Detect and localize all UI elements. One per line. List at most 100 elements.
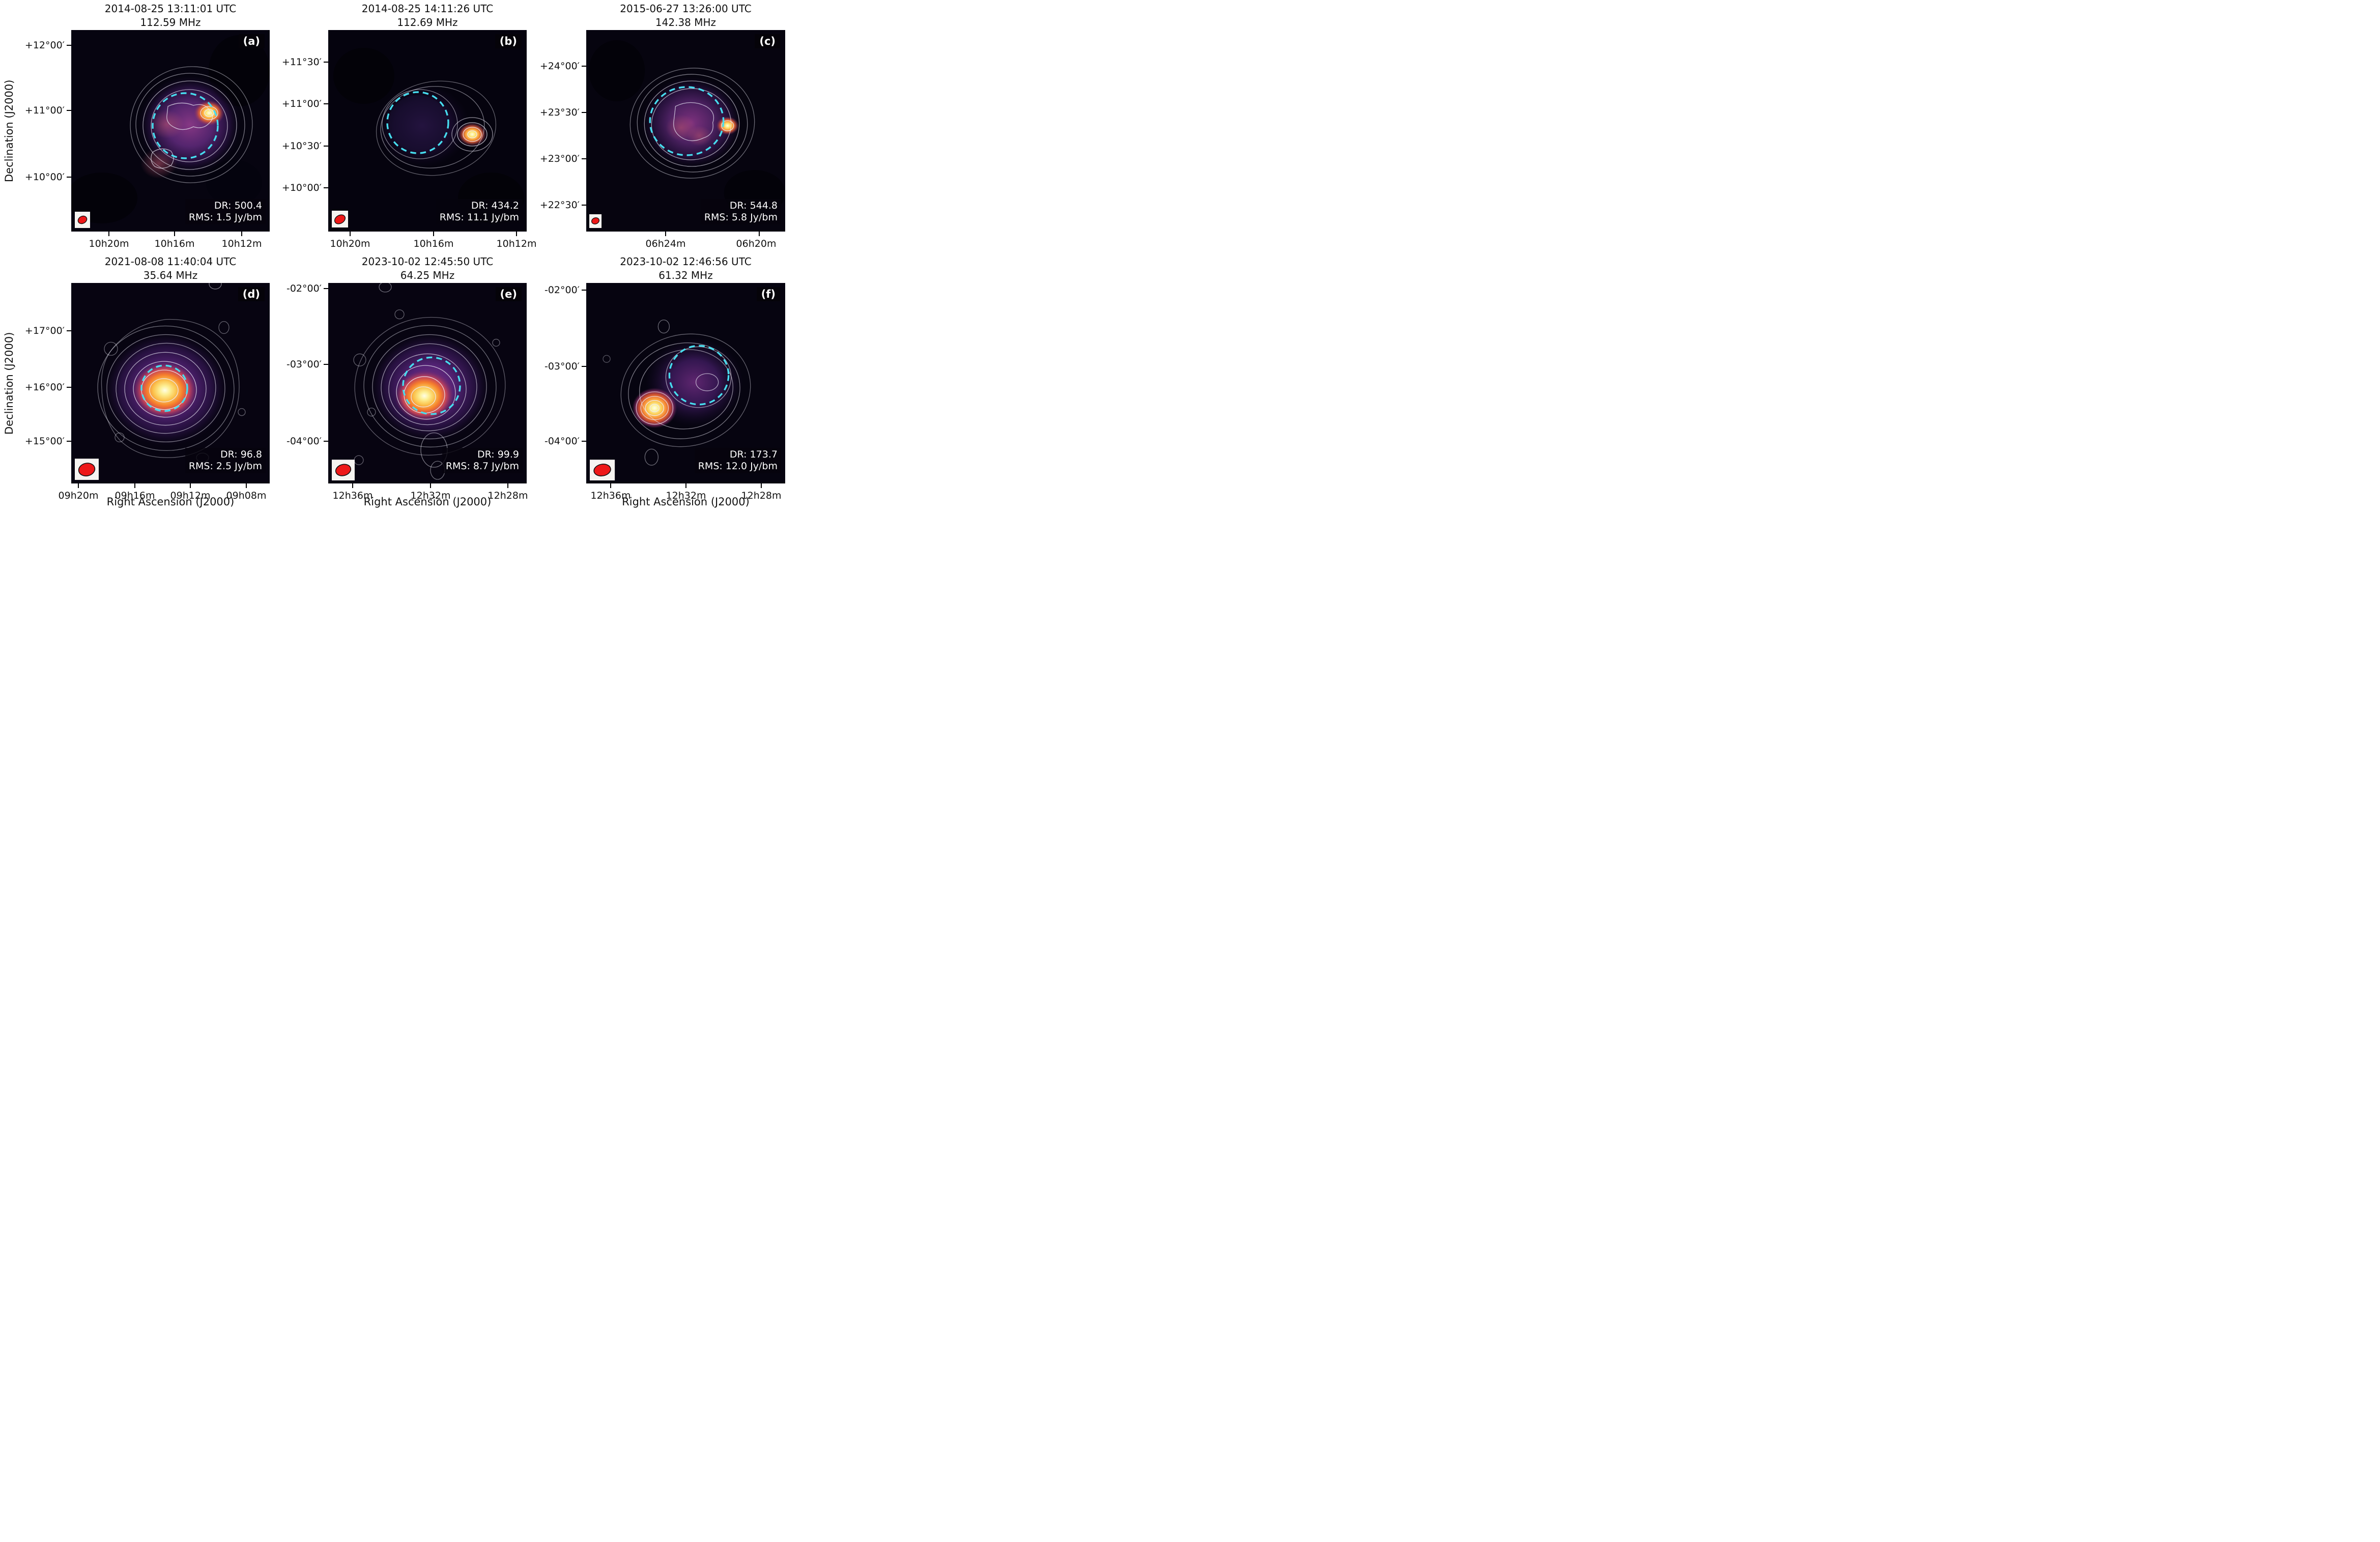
- xtickmark: [610, 483, 611, 488]
- emission-blobs: [632, 337, 743, 429]
- xtick-b-2: 10h12m: [496, 238, 537, 249]
- xtick-d-1: 09h16m: [114, 490, 155, 501]
- ytickmark: [324, 187, 328, 188]
- emission-blobs: [376, 84, 486, 167]
- dashed-aperture-circle: [140, 364, 188, 412]
- panel-c-title-datetime: 2015-06-27 13:26:00 UTC: [620, 3, 752, 15]
- panel-e-letter: (e): [495, 287, 522, 301]
- ytickmark: [582, 112, 586, 113]
- ylabel-row1: Declination (J2000): [3, 79, 15, 182]
- xtick-e-1: 12h32m: [410, 490, 451, 501]
- panel-d-stats: DR: 96.8 RMS: 2.5 Jy/bm: [185, 448, 266, 473]
- panel-a: (a) DR: 500.4 RMS: 1.5 Jy/bm: [71, 30, 270, 232]
- ytickmark: [582, 290, 586, 291]
- panel-f-dr: DR: 173.7: [729, 449, 778, 460]
- contours: [376, 80, 497, 176]
- ytick-f-1: -03°00′: [544, 361, 580, 372]
- xtickmark: [352, 483, 353, 488]
- panel-f-title-datetime: 2023-10-02 12:46:56 UTC: [620, 255, 752, 268]
- xlabel-e: Right Ascension (J2000): [363, 496, 492, 508]
- ytickmark: [582, 441, 586, 442]
- ytick-c-2: +23°00′: [539, 153, 580, 164]
- xtick-e-0: 12h36m: [332, 490, 373, 501]
- contours: [353, 283, 506, 480]
- panel-b-dr: DR: 434.2: [471, 200, 519, 211]
- xtickmark: [761, 483, 762, 488]
- beam-ellipse: [332, 211, 348, 227]
- panel-a-dr: DR: 500.4: [214, 200, 262, 211]
- xtick-b-0: 10h20m: [330, 238, 370, 249]
- panel-c: (c) DR: 544.8 RMS: 5.8 Jy/bm: [586, 30, 785, 232]
- panel-b-title-datetime: 2014-08-25 14:11:26 UTC: [361, 3, 494, 15]
- figure-root: 2014-08-25 13:11:01 UTC 112.59 MHz 2014-…: [0, 0, 787, 510]
- panel-b-title: 2014-08-25 14:11:26 UTC 112.69 MHz: [328, 2, 527, 30]
- panel-f: (f) DR: 173.7 RMS: 12.0 Jy/bm: [586, 283, 785, 483]
- panel-a-letter: (a): [238, 34, 265, 48]
- panel-e-title-frequency: 64.25 MHz: [400, 269, 455, 281]
- ytick-b-2: +10°30′: [281, 140, 322, 152]
- radio-map-d: [71, 283, 270, 483]
- xtickmark: [665, 232, 666, 236]
- ytickmark: [582, 158, 586, 159]
- xtick-f-2: 12h28m: [741, 490, 782, 501]
- xtickmark: [134, 483, 135, 488]
- xtick-c-1: 06h20m: [736, 238, 777, 249]
- panel-a-rms: RMS: 1.5 Jy/bm: [188, 212, 262, 223]
- panel-d-title-frequency: 35.64 MHz: [143, 269, 198, 281]
- panel-f-stats: DR: 173.7 RMS: 12.0 Jy/bm: [694, 448, 781, 473]
- ytick-d-1: +16°00′: [24, 382, 65, 393]
- panel-c-title: 2015-06-27 13:26:00 UTC 142.38 MHz: [586, 2, 785, 30]
- beam-ellipse: [589, 214, 602, 228]
- emission-blobs: [370, 332, 490, 442]
- ytick-f-0: -02°00′: [544, 284, 580, 296]
- ytick-a-1: +11°00′: [24, 105, 65, 116]
- radio-map-e: [328, 283, 527, 483]
- panel-e: (e) DR: 99.9 RMS: 8.7 Jy/bm: [328, 283, 527, 483]
- ytickmark: [67, 441, 71, 442]
- contours: [97, 283, 246, 463]
- xlabel-f: Right Ascension (J2000): [622, 496, 750, 508]
- xtick-a-2: 10h12m: [221, 238, 262, 249]
- panel-c-dr: DR: 544.8: [729, 200, 778, 211]
- beam-ellipse: [590, 460, 615, 481]
- ytick-e-0: -02°00′: [286, 283, 322, 294]
- radio-map-f: [586, 283, 785, 483]
- xtickmark: [78, 483, 79, 488]
- ytickmark: [582, 366, 586, 367]
- xtickmark: [685, 483, 686, 488]
- xtickmark: [246, 483, 247, 488]
- panel-f-title: 2023-10-02 12:46:56 UTC 61.32 MHz: [586, 255, 785, 282]
- xtick-f-1: 12h32m: [666, 490, 706, 501]
- xtickmark: [433, 232, 434, 236]
- panel-a-stats: DR: 500.4 RMS: 1.5 Jy/bm: [185, 199, 266, 224]
- contours: [130, 66, 253, 183]
- ytickmark: [67, 45, 71, 46]
- panel-b-title-frequency: 112.69 MHz: [397, 16, 458, 28]
- panel-a-title-datetime: 2014-08-25 13:11:01 UTC: [104, 3, 237, 15]
- ytickmark: [324, 62, 328, 63]
- panel-d: (d) DR: 96.8 RMS: 2.5 Jy/bm: [71, 283, 270, 483]
- ytickmark: [67, 177, 71, 178]
- emission-blobs: [104, 332, 228, 446]
- ytick-c-1: +23°30′: [539, 107, 580, 118]
- xtickmark: [759, 232, 760, 236]
- ytickmark: [324, 364, 328, 365]
- ytick-b-0: +11°30′: [281, 56, 322, 68]
- ytickmark: [67, 330, 71, 331]
- contours: [629, 68, 755, 179]
- xtickmark: [507, 483, 508, 488]
- ytick-c-0: +24°00′: [539, 61, 580, 72]
- dashed-aperture-circle: [402, 356, 461, 415]
- panel-d-letter: (d): [238, 287, 265, 301]
- panel-a-title-frequency: 112.59 MHz: [140, 16, 201, 28]
- xtickmark: [108, 232, 109, 236]
- xtickmark: [430, 483, 431, 488]
- panel-d-dr: DR: 96.8: [220, 449, 262, 460]
- xtick-d-2: 09h12m: [170, 490, 211, 501]
- panel-d-title: 2021-08-08 11:40:04 UTC 35.64 MHz: [71, 255, 270, 282]
- panel-c-letter: (c): [755, 34, 780, 48]
- contours: [603, 319, 751, 466]
- panel-c-rms: RMS: 5.8 Jy/bm: [704, 212, 778, 223]
- xtickmark: [350, 232, 351, 236]
- ytickmark: [324, 288, 328, 289]
